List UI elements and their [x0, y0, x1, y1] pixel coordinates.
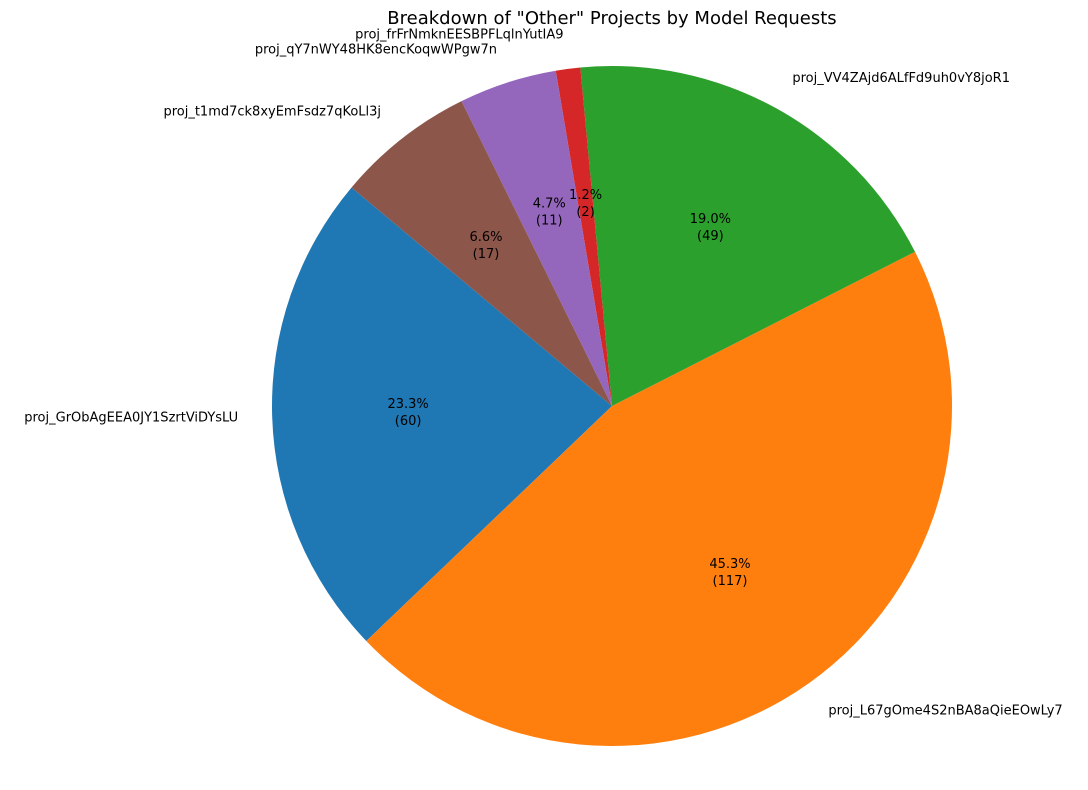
slice-percent-2: 19.0% [690, 212, 731, 227]
pie-slice-0 [272, 187, 612, 641]
pie-slice-1 [366, 251, 953, 747]
slice-count-3: (2) [576, 205, 594, 220]
slice-percent-3: 1.2% [569, 188, 602, 203]
pie-labels: proj_GrObAgEEA0JY1SzrtViDYsLU proj_L67gOm… [24, 28, 1062, 719]
pie-percent-labels: 23.3% (60) 45.3% (117) 19.0% (49) 1.2% (2) 4.7% (… [387, 188, 750, 589]
pie-slices [272, 66, 953, 747]
slice-percent-1: 45.3% [709, 557, 750, 572]
pie-slice-5 [351, 101, 612, 407]
slice-percent-4: 4.7% [533, 196, 566, 211]
slice-label-2: proj_VV4ZAjd6ALfFd9uh0vY8joR1 [792, 71, 1010, 86]
slice-label-0: proj_GrObAgEEA0JY1SzrtViDYsLU [24, 411, 238, 426]
pie-slice-4 [461, 70, 612, 407]
slice-percent-0: 23.3% [387, 397, 428, 412]
slice-percent-5: 6.6% [469, 230, 502, 245]
slice-label-3: proj_frFrNmknEESBPFLqlnYutIA9 [355, 28, 563, 43]
pie-slice-3 [555, 67, 612, 406]
pie-slice-2 [580, 66, 916, 407]
slice-label-5: proj_t1md7ck8xyEmFsdz7qKoLl3j [163, 104, 381, 119]
slice-count-1: (117) [713, 574, 748, 589]
chart-title: Breakdown of "Other" Projects by Model R… [387, 8, 836, 29]
slice-count-2: (49) [697, 229, 724, 244]
slice-count-5: (17) [473, 247, 500, 262]
slice-label-1: proj_L67gOme4S2nBA8aQieEOwLy7 [828, 704, 1062, 719]
slice-label-4: proj_qY7nWY48HK8encKoqwWPgw7n [255, 43, 497, 58]
slice-count-4: (11) [536, 213, 563, 228]
slice-count-0: (60) [395, 414, 422, 429]
